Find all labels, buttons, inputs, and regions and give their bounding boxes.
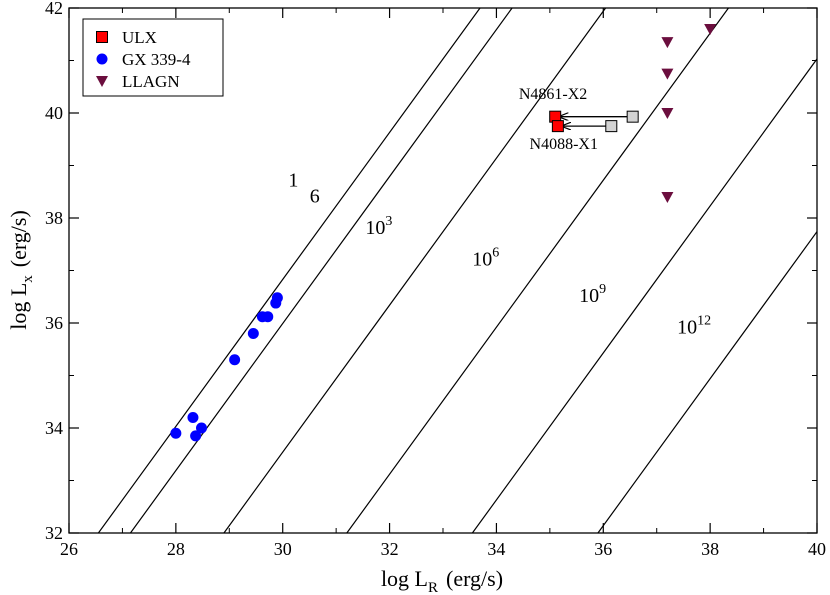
ref-line [97,8,481,533]
ref-line-label-exponent: 6 [492,245,499,260]
x-axis-label-main: log L [381,566,428,591]
ulx-upper-limits-point [605,120,618,133]
gx-339-4-point [271,292,283,304]
x-tick-label: 36 [594,539,612,559]
ref-line-label-exponent: 9 [599,282,606,297]
llagn-point [661,108,674,119]
gx-339-4-point [170,427,182,439]
y-tick-label: 38 [45,208,63,228]
llagn-point [661,192,674,203]
ref-line-label-value: 10 [579,285,599,307]
y-axis-label-subscript: x [20,275,36,283]
legend-marker-gx-339-4 [96,53,108,65]
y-tick-label: 34 [45,418,63,438]
legend-label-gx-339-4: GX 339-4 [122,50,191,69]
ref-line-label: 109 [579,282,606,307]
gx-339-4-point [190,430,202,442]
x-tick-label: 34 [487,539,505,559]
ref-line-label-value: 10 [677,317,697,339]
x-tick-label: 26 [60,539,78,559]
ref-line [346,8,729,533]
gx-339-4-point [262,311,274,323]
x-tick-label: 40 [808,539,826,559]
ref-line [129,8,513,533]
ulx-upper-limits-point [626,110,639,123]
llagn-point [661,37,674,49]
gx-339-4-point [196,422,208,434]
data-points [170,24,717,442]
x-tick-label: 30 [274,539,292,559]
legend-marker-ulx [96,31,108,43]
legend-label-llagn: LLAGN [122,72,180,91]
annotation-label: N4861-X2 [519,86,587,103]
ref-line [471,57,817,533]
y-tick-label: 32 [45,523,63,543]
x-tick-label: 28 [167,539,185,559]
ref-line-label: 6 [310,185,320,207]
ref-line-label-value: 6 [310,185,320,207]
y-axis-label: log Lx (erg/s) [6,210,36,330]
y-axis-label-units: (erg/s) [6,210,31,267]
legend-marker-llagn [96,76,108,87]
x-axis-label-units: (erg/s) [446,566,503,591]
annotations: N4861-X2 N4088-X1 [519,86,598,153]
ref-line-label-exponent: 3 [385,214,392,229]
y-tick-label: 40 [45,103,63,123]
llagn-point [704,24,717,35]
y-tick-label: 36 [45,313,63,333]
llagn-point [661,68,674,80]
ref-line [223,8,607,533]
y-axis-label-main: log L [6,283,31,330]
ref-line-label-exponent: 12 [697,314,711,329]
ref-line-label-value: 10 [365,217,385,239]
ref-line-label: 1012 [677,314,711,339]
x-tick-label: 32 [381,539,399,559]
ref-line [597,230,817,533]
ref-line-label: 106 [472,245,499,270]
ref-line-label-value: 10 [472,248,492,270]
ref-line-label: 103 [365,214,392,239]
gx-339-4-point [187,412,199,423]
legend: ULX GX 339-4 LLAGN [82,18,224,97]
ref-line-label-value: 1 [288,170,298,192]
annotation-label: N4088-X1 [530,136,598,153]
ulx-point [551,120,564,133]
upper-limit-arrows [559,117,629,126]
gx-339-4-point [247,328,259,339]
ref-line-label: 1 [288,170,298,192]
reference-lines [97,8,817,533]
x-axis-label-subscript: R [428,580,438,595]
x-axis-label: log LR (erg/s) [381,566,503,595]
x-tick-label: 38 [701,539,719,559]
legend-label-ulx: ULX [122,28,157,47]
gx-339-4-point [229,354,241,366]
y-tick-label: 42 [45,0,63,18]
